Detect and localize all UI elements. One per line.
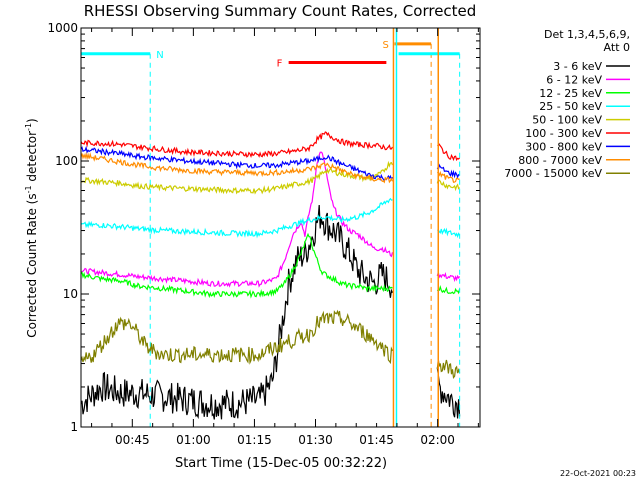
legend-label-2: 6 - 12 keV — [546, 73, 602, 86]
x-tick-label: 01:45 — [359, 433, 394, 447]
y-tick-label: 1000 — [47, 21, 78, 35]
flag-label-2: F — [277, 59, 283, 70]
legend-label-1: 3 - 6 keV — [553, 60, 602, 73]
legend-label-7: 300 - 800 keV — [525, 140, 602, 153]
y-axis-title: Corrected Count Rate (s-1 detector-1) — [24, 118, 39, 337]
x-tick-label: 01:30 — [298, 433, 333, 447]
y-axis-title-main: Corrected Count Rate (s — [25, 193, 39, 337]
series-line-9 — [80, 309, 461, 380]
chart-title: RHESSI Observing Summary Count Rates, Co… — [84, 2, 477, 20]
legend-title-line-1: Det 1,3,4,5,6,9, — [544, 28, 630, 41]
series-line-7 — [80, 145, 460, 182]
series-line-6 — [80, 131, 461, 162]
x-tick-label: 02:00 — [420, 433, 455, 447]
x-tick-label: 01:15 — [237, 433, 272, 447]
y-tick-label: 10 — [63, 287, 78, 301]
axis-ticks: 1 10 100 1000 00:45 01:00 01:15 01:30 01:45 02:00 — [47, 21, 480, 447]
legend-label-5: 50 - 100 keV — [532, 114, 602, 127]
footer-timestamp: 22-Oct-2021 00:23 — [560, 469, 636, 478]
series-line-1 — [80, 204, 461, 420]
series-line-5 — [80, 160, 461, 195]
data-gaps — [392, 28, 438, 427]
series-lines — [80, 131, 461, 420]
night-gap — [392, 28, 438, 427]
series-line-3 — [80, 232, 461, 299]
legend-label-9: 7000 - 15000 keV — [504, 167, 602, 180]
y-axis-title-sup1: -1 — [24, 185, 33, 193]
legend-label-3: 12 - 25 keV — [539, 87, 602, 100]
x-tick-label: 00:45 — [115, 433, 150, 447]
y-axis-title-mid: detector — [25, 131, 39, 186]
y-tick-label: 100 — [55, 154, 78, 168]
state-annotations: N F S — [81, 28, 461, 427]
x-axis-title: Start Time (15-Dec-05 00:32:22) — [175, 456, 387, 471]
legend-label-6: 100 - 300 keV — [525, 127, 602, 140]
series-line-2 — [80, 151, 461, 288]
flag-label-3: S — [383, 40, 389, 51]
flag-label-1: N — [156, 50, 163, 61]
legend-title-line-2: Att 0 — [604, 41, 630, 54]
series-line-8 — [80, 151, 460, 184]
legend-label-8: 800 - 7000 keV — [518, 154, 602, 167]
x-tick-label: 01:00 — [176, 433, 211, 447]
legend-label-4: 25 - 50 keV — [539, 100, 602, 113]
y-tick-label: 1 — [70, 420, 78, 434]
series-line-4 — [80, 197, 461, 239]
y-axis-title-end: ) — [25, 118, 39, 123]
y-axis-title-sup2: -1 — [24, 123, 33, 131]
plot-frame — [80, 27, 481, 428]
